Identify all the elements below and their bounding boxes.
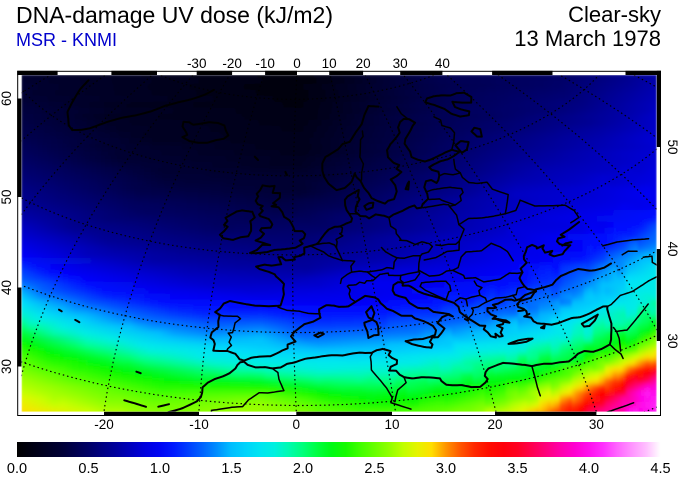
- svg-text:10: 10: [322, 56, 337, 71]
- svg-text:50: 50: [0, 189, 14, 204]
- svg-text:3.0: 3.0: [436, 461, 456, 477]
- svg-text:60: 60: [0, 91, 14, 106]
- svg-text:-10: -10: [189, 417, 209, 432]
- svg-text:3.5: 3.5: [507, 461, 527, 477]
- svg-text:DNA-damage UV dose (kJ/m2): DNA-damage UV dose (kJ/m2): [16, 2, 333, 28]
- svg-text:4.0: 4.0: [579, 461, 599, 477]
- svg-text:0.0: 0.0: [7, 461, 27, 477]
- svg-text:1.0: 1.0: [150, 461, 170, 477]
- svg-text:2.5: 2.5: [364, 461, 384, 477]
- svg-text:30: 30: [665, 333, 678, 348]
- svg-text:20: 20: [356, 56, 371, 71]
- svg-text:Clear-sky: Clear-sky: [568, 2, 661, 27]
- svg-text:40: 40: [665, 241, 678, 256]
- svg-text:40: 40: [0, 280, 14, 295]
- svg-text:30: 30: [589, 417, 604, 432]
- svg-text:-20: -20: [222, 56, 242, 71]
- svg-text:40: 40: [435, 56, 450, 71]
- svg-text:4.5: 4.5: [650, 461, 670, 477]
- svg-text:10: 10: [384, 417, 399, 432]
- svg-text:MSR - KNMI: MSR - KNMI: [16, 30, 117, 50]
- svg-text:-30: -30: [187, 56, 207, 71]
- svg-text:-20: -20: [94, 417, 114, 432]
- svg-text:2.0: 2.0: [293, 461, 313, 477]
- svg-text:20: 20: [487, 417, 502, 432]
- svg-text:30: 30: [0, 359, 14, 374]
- svg-text:50: 50: [665, 139, 678, 154]
- svg-text:-10: -10: [255, 56, 275, 71]
- svg-text:1.5: 1.5: [221, 461, 241, 477]
- svg-text:13 March 1978: 13 March 1978: [514, 26, 661, 51]
- svg-text:30: 30: [393, 56, 408, 71]
- svg-text:0: 0: [293, 417, 301, 432]
- svg-text:0: 0: [293, 56, 301, 71]
- svg-text:0.5: 0.5: [78, 461, 98, 477]
